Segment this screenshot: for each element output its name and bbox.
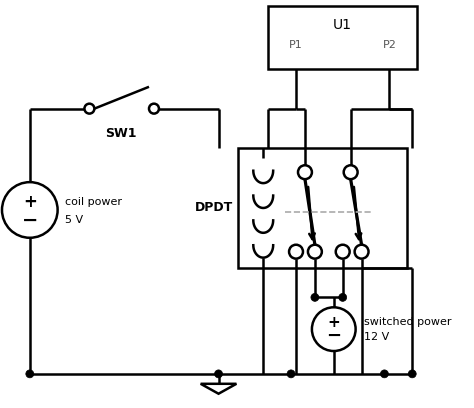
Text: SW1: SW1 (105, 126, 137, 140)
Text: P1: P1 (289, 40, 303, 50)
Text: 12 V: 12 V (364, 332, 389, 342)
Circle shape (344, 165, 357, 179)
Bar (238, 149, 407, 268)
Circle shape (355, 245, 368, 259)
Circle shape (381, 370, 388, 378)
Bar (268, 7, 417, 69)
Circle shape (312, 307, 356, 351)
Text: −: − (22, 211, 38, 229)
Circle shape (298, 165, 312, 179)
Circle shape (287, 370, 295, 378)
Text: P2: P2 (383, 40, 396, 50)
Text: 5 V: 5 V (64, 215, 82, 225)
Circle shape (339, 293, 346, 302)
Circle shape (336, 245, 350, 259)
Circle shape (311, 293, 319, 302)
Circle shape (289, 245, 303, 259)
Circle shape (408, 370, 416, 378)
Text: +: + (23, 193, 37, 211)
Text: coil power: coil power (64, 197, 121, 207)
Circle shape (26, 370, 34, 378)
Text: switched power: switched power (364, 317, 451, 327)
Circle shape (84, 104, 94, 113)
Circle shape (308, 245, 322, 259)
Circle shape (215, 370, 222, 378)
Text: +: + (328, 315, 340, 330)
Text: U1: U1 (333, 18, 352, 32)
Circle shape (149, 104, 159, 113)
Circle shape (2, 182, 58, 238)
Text: DPDT: DPDT (195, 202, 233, 215)
Text: −: − (326, 327, 341, 345)
